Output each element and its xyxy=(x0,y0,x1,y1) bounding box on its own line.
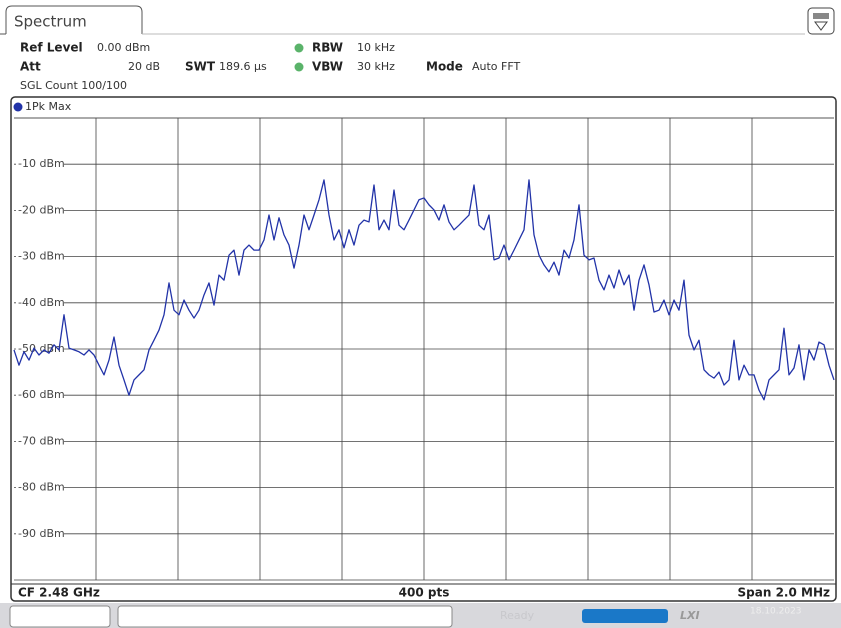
points: 400 pts xyxy=(399,586,450,600)
mode: Auto FFT xyxy=(472,60,520,73)
y-tick-label: -70 dBm xyxy=(18,434,65,447)
att: 20 dB xyxy=(128,60,160,73)
tick-label-bg xyxy=(16,249,64,264)
lxi: LXI xyxy=(680,609,700,622)
rbw: 10 kHz xyxy=(357,41,395,54)
menu-icon-bar xyxy=(813,13,829,19)
status-box[interactable] xyxy=(117,605,453,628)
status-box[interactable] xyxy=(9,605,111,628)
y-tick-label: -20 dBm xyxy=(18,203,65,216)
trace-label: 1Pk Max xyxy=(25,100,72,113)
vbw-indicator xyxy=(294,62,304,72)
y-tick-label: -40 dBm xyxy=(18,296,65,309)
ref-level-label: Ref Level xyxy=(20,41,83,55)
rbw-indicator xyxy=(294,43,304,53)
tick-label-bg xyxy=(16,434,64,449)
sgl-count: SGL Count 100/100 xyxy=(20,79,127,92)
y-tick-label: -80 dBm xyxy=(18,481,65,494)
tab[interactable] xyxy=(5,5,143,34)
att-label: Att xyxy=(20,60,41,74)
y-tick-label: -30 dBm xyxy=(18,250,65,263)
tick-label-bg xyxy=(16,295,64,310)
tick-label-bg xyxy=(16,203,64,218)
tick-label-bg xyxy=(16,388,64,403)
menu-icon-arrow xyxy=(814,21,828,31)
rbw-label: RBW xyxy=(312,41,343,55)
date: 18.10.2023 xyxy=(750,607,802,617)
center-frequency: CF 2.48 GHz xyxy=(18,586,100,600)
swt: 189.6 µs xyxy=(219,60,267,73)
tick-label-bg xyxy=(16,342,64,356)
y-tick-label: -10 dBm xyxy=(18,157,65,170)
tab-title[interactable]: Spectrum xyxy=(14,13,87,31)
vbw: 30 kHz xyxy=(357,60,395,73)
ref-level: 0.00 dBm xyxy=(97,41,150,54)
tick-label-bg xyxy=(16,526,64,541)
span: Span 2.0 MHz xyxy=(738,586,830,600)
y-tick-label: -60 dBm xyxy=(18,388,65,401)
progress xyxy=(582,609,668,623)
tick-label-bg xyxy=(16,480,64,495)
trace-indicator xyxy=(13,102,23,112)
vbw-label: VBW xyxy=(312,60,343,74)
mode-label: Mode xyxy=(426,60,463,74)
trace xyxy=(13,179,835,401)
tick-label-bg xyxy=(16,157,64,172)
y-tick-label: -90 dBm xyxy=(18,527,65,540)
swt-label: SWT xyxy=(185,60,216,74)
status-ready: Ready xyxy=(500,609,535,622)
